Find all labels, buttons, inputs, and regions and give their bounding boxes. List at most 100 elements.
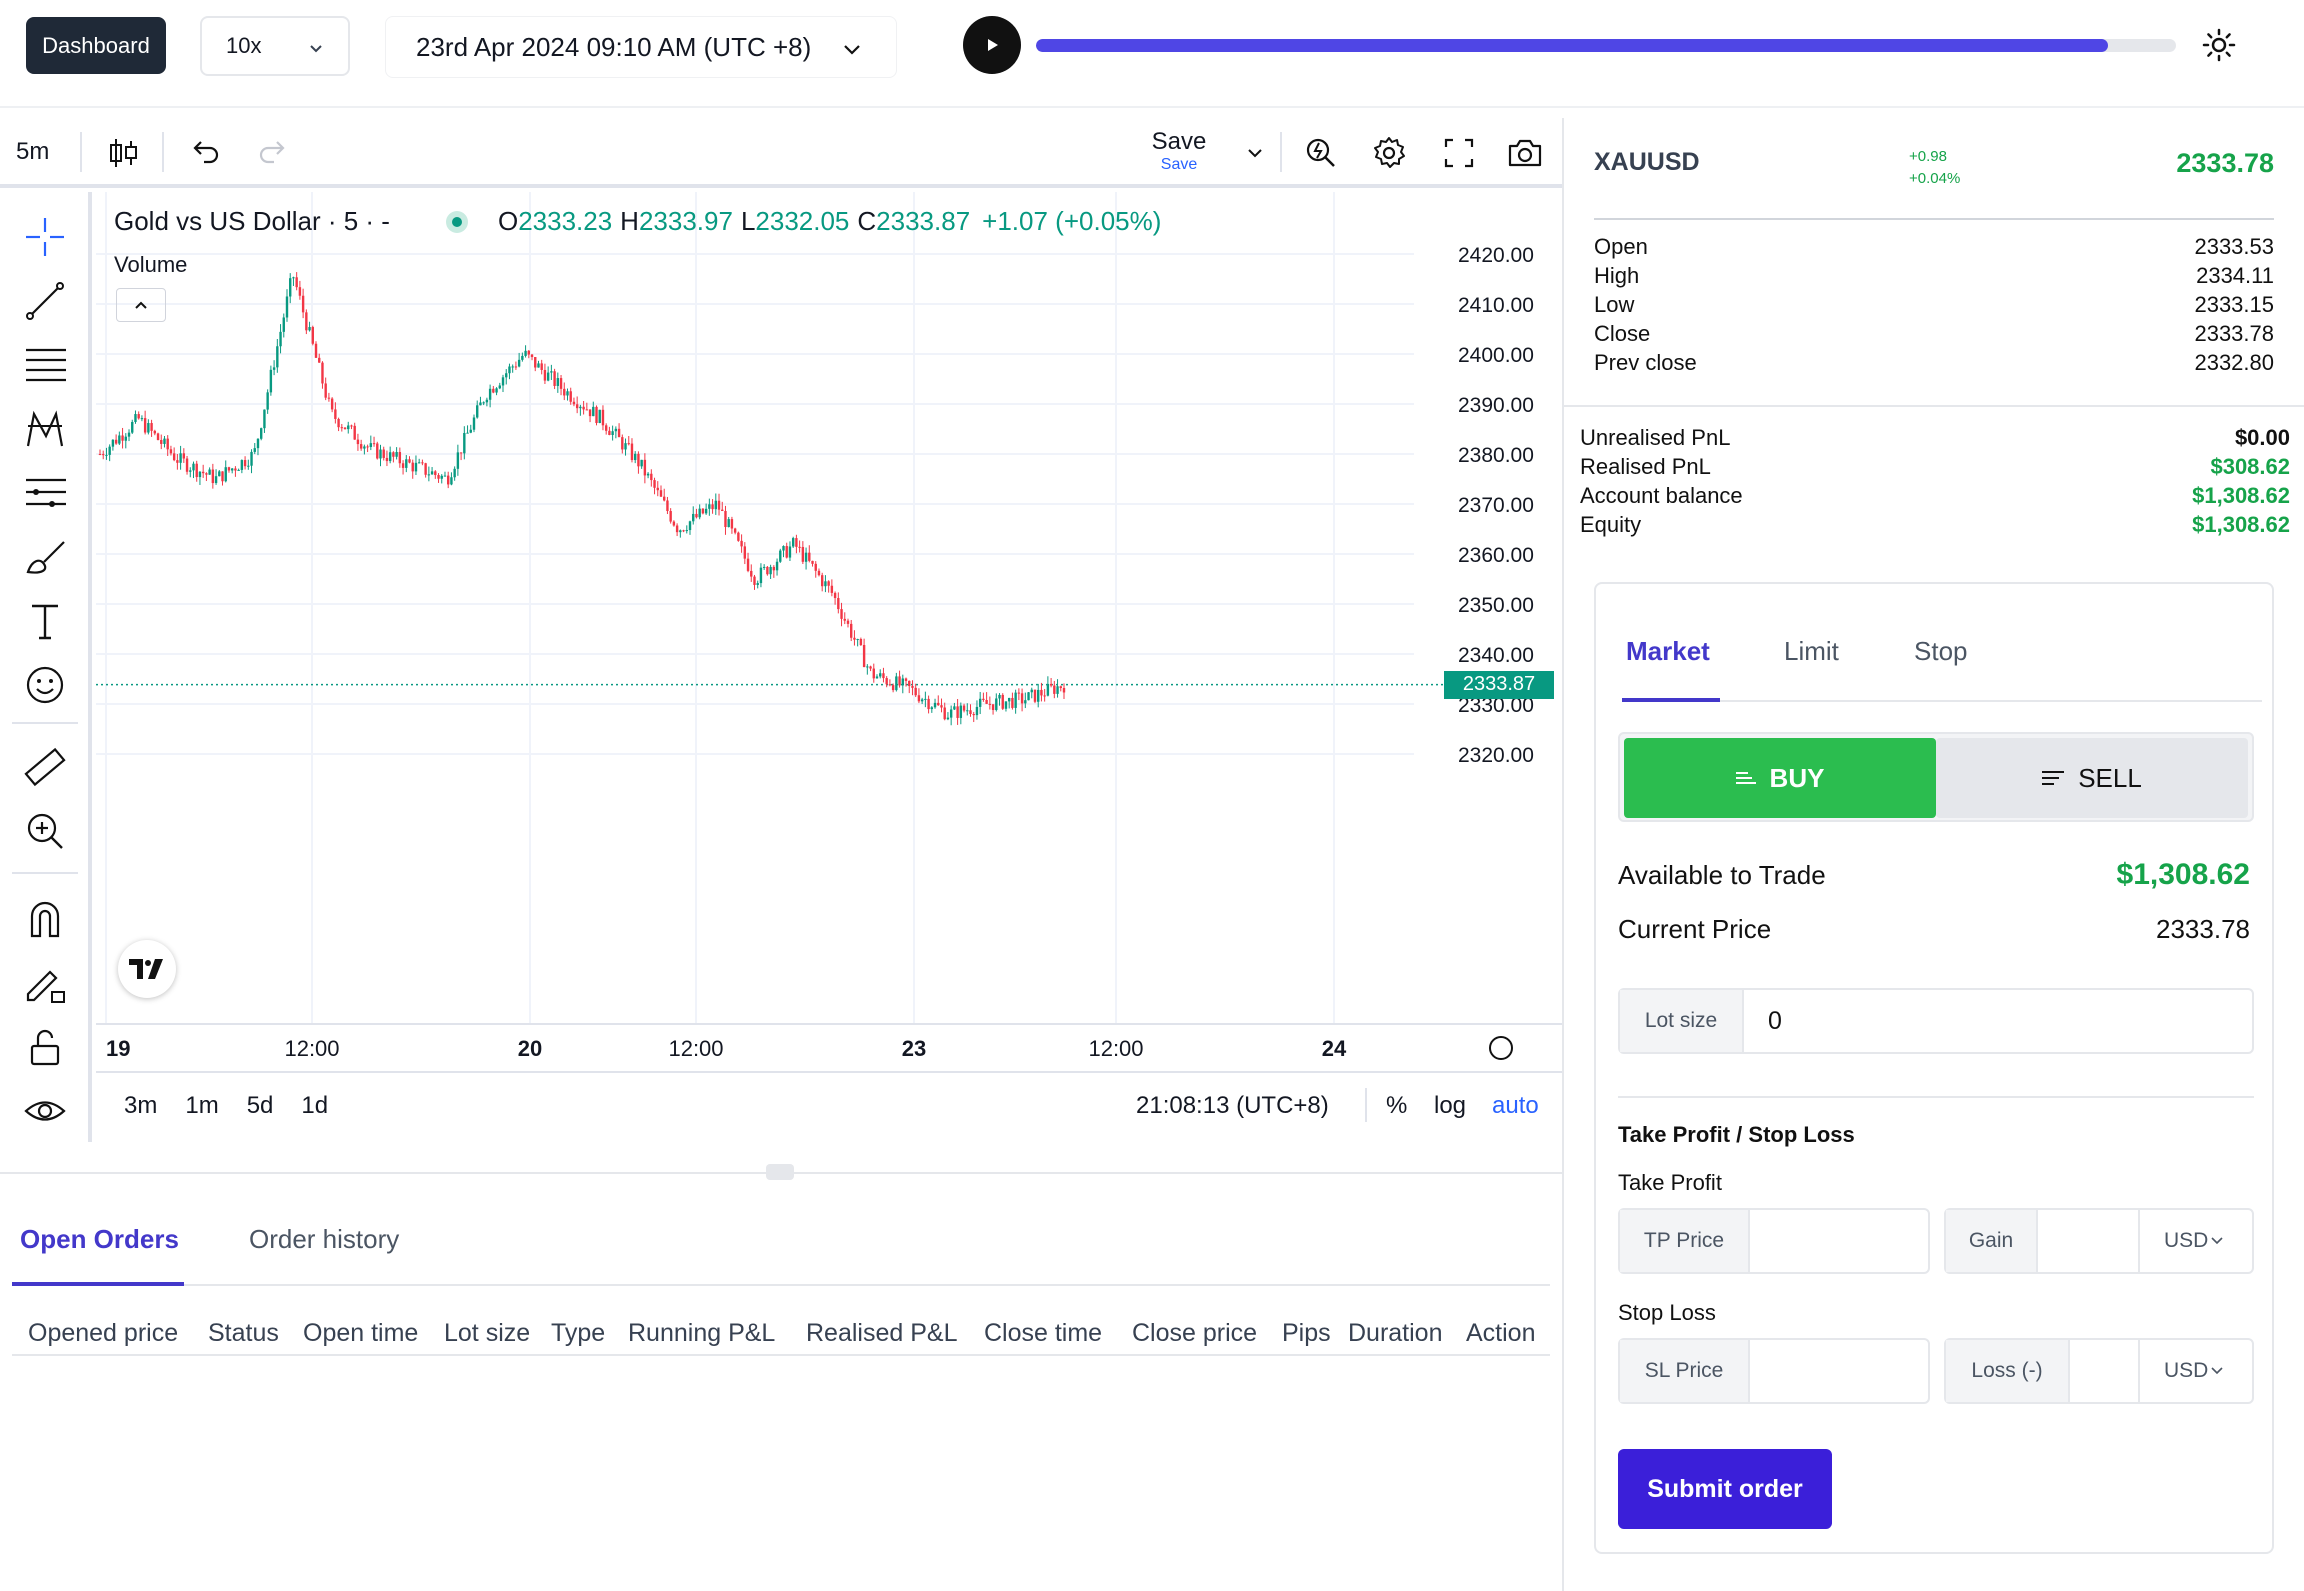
tp-price-input[interactable]: TP Price <box>1618 1208 1930 1274</box>
trend-line-icon[interactable] <box>22 278 68 324</box>
candle-body <box>753 576 756 585</box>
chevron-down-icon[interactable] <box>1236 134 1274 172</box>
tradingview-logo[interactable] <box>118 940 176 998</box>
col-running-pnl: Running P&L <box>628 1319 776 1347</box>
fib-lines-icon[interactable] <box>22 342 68 388</box>
candle-body <box>414 462 418 472</box>
play-button[interactable] <box>963 16 1021 74</box>
candle-body <box>208 469 211 475</box>
candle-body <box>969 710 972 715</box>
text-icon[interactable] <box>22 598 68 644</box>
magnet-icon[interactable] <box>22 896 68 942</box>
candle-body <box>946 717 950 720</box>
candle-body <box>292 277 295 279</box>
tp-gain-input[interactable]: Gain USD <box>1944 1208 2254 1274</box>
collapse-indicators-button[interactable] <box>116 288 166 322</box>
chart-settings-icon[interactable] <box>1489 1036 1513 1060</box>
emoji-icon[interactable] <box>22 662 68 708</box>
range-1d[interactable]: 1d <box>301 1092 329 1119</box>
candle-body <box>176 460 179 463</box>
candle-body <box>524 350 527 356</box>
candle-body <box>575 404 579 409</box>
y-tick-label: 2320.00 <box>1458 744 1534 767</box>
replay-progress-bar[interactable] <box>1036 39 2176 52</box>
candle-body <box>376 443 379 459</box>
sun-icon[interactable] <box>2202 28 2236 62</box>
undo-icon[interactable] <box>186 134 224 172</box>
price-chart[interactable]: 2420.00 2410.00 2400.00 2390.00 2380.00 2370.… <box>96 192 1562 1142</box>
interval-button[interactable]: 5m <box>16 138 50 165</box>
replay-speed-select[interactable]: 10x <box>200 16 350 76</box>
lock-drawing-icon[interactable] <box>22 960 68 1006</box>
sell-button[interactable]: SELL <box>1936 738 2248 818</box>
candle-body <box>108 446 111 455</box>
buy-button[interactable]: BUY <box>1624 738 1936 818</box>
tab-order-history[interactable]: Order history <box>249 1224 400 1254</box>
camera-icon[interactable] <box>1506 134 1544 172</box>
candle-body <box>988 703 992 705</box>
order-tabs-divider <box>1622 700 2262 702</box>
candle-body <box>485 399 489 403</box>
tp-currency-select[interactable]: USD <box>2138 1210 2252 1272</box>
y-tick-label: 2410.00 <box>1458 294 1534 317</box>
brush-icon[interactable] <box>22 534 68 580</box>
candle-body <box>334 409 337 419</box>
lot-size-input[interactable]: Lot size 0 <box>1618 988 2254 1054</box>
candle-body <box>637 453 640 467</box>
candle-body <box>975 706 979 716</box>
currency-value: USD <box>2164 1229 2209 1252</box>
sl-price-input[interactable]: SL Price <box>1618 1338 1930 1404</box>
tab-open-orders[interactable]: Open Orders <box>20 1224 179 1254</box>
tab-stop[interactable]: Stop <box>1914 636 1968 666</box>
x-tick-label: 23 <box>902 1036 926 1061</box>
candle-body <box>356 439 360 445</box>
dashboard-button[interactable]: Dashboard <box>26 17 166 74</box>
legend-low: 2332.05 <box>755 206 850 236</box>
candles-icon[interactable] <box>104 134 142 172</box>
replay-progress-fill <box>1036 39 2108 52</box>
unlock-icon[interactable] <box>22 1024 68 1070</box>
fullscreen-icon[interactable] <box>1440 134 1478 172</box>
sl-currency-select[interactable]: USD <box>2138 1340 2252 1402</box>
candle-body <box>914 687 917 696</box>
sl-loss-input[interactable]: Loss (-) USD <box>1944 1338 2254 1404</box>
chart-pane[interactable]: 2420.00 2410.00 2400.00 2390.00 2380.00 2370.… <box>96 192 1562 1142</box>
tab-market[interactable]: Market <box>1626 636 1710 666</box>
percent-scale-toggle[interactable]: % <box>1386 1092 1408 1119</box>
save-button[interactable]: Save Save <box>1148 128 1210 174</box>
replay-date-select[interactable]: 23rd Apr 2024 09:10 AM (UTC +8) <box>385 16 897 78</box>
candle-body <box>701 508 705 514</box>
zoom-in-icon[interactable] <box>22 808 68 854</box>
range-3m[interactable]: 3m <box>124 1092 158 1119</box>
settings-gear-icon[interactable] <box>1370 134 1408 172</box>
candle-body <box>550 371 553 373</box>
candle-body <box>746 558 750 571</box>
candle-body <box>817 570 821 576</box>
candle-body <box>1004 701 1008 709</box>
redo-icon[interactable] <box>254 134 292 172</box>
auto-scale-toggle[interactable]: auto <box>1492 1092 1539 1119</box>
crosshair-icon[interactable] <box>22 214 68 260</box>
account-value: $1,308.62 <box>2192 483 2290 508</box>
submit-order-button[interactable]: Submit order <box>1618 1449 1832 1529</box>
forecast-icon[interactable] <box>22 470 68 516</box>
candle-body <box>243 460 247 467</box>
order-form: Market Limit Stop BUY SELL Available to … <box>1594 582 2274 1554</box>
candle-body <box>801 546 805 562</box>
available-to-trade-value: $1,308.62 <box>2116 858 2250 891</box>
candle-body <box>1027 692 1030 701</box>
candle-body <box>314 343 318 358</box>
account-label: Equity <box>1580 512 1642 537</box>
pattern-icon[interactable] <box>22 406 68 452</box>
candle-body <box>463 432 466 454</box>
eye-icon[interactable] <box>22 1088 68 1134</box>
quick-search-icon[interactable] <box>1302 134 1340 172</box>
range-5d[interactable]: 5d <box>246 1092 274 1119</box>
ruler-icon[interactable] <box>22 744 68 790</box>
candle-body <box>672 521 676 526</box>
legend-open: 2333.23 <box>518 206 613 236</box>
tab-limit[interactable]: Limit <box>1784 636 1839 666</box>
log-scale-toggle[interactable]: log <box>1434 1092 1467 1119</box>
range-1m[interactable]: 1m <box>185 1092 219 1119</box>
candle-body <box>143 418 147 433</box>
